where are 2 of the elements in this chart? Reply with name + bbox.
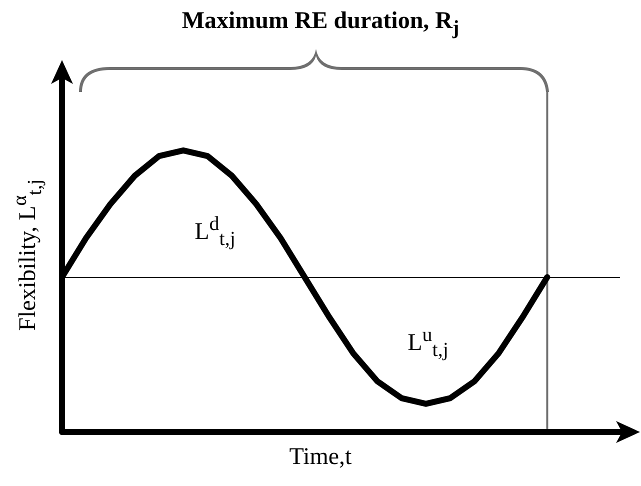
x-axis-title: Time,t (288, 444, 353, 471)
chart-title: Maximum RE duration, R$_{j}$ (180, 8, 460, 40)
